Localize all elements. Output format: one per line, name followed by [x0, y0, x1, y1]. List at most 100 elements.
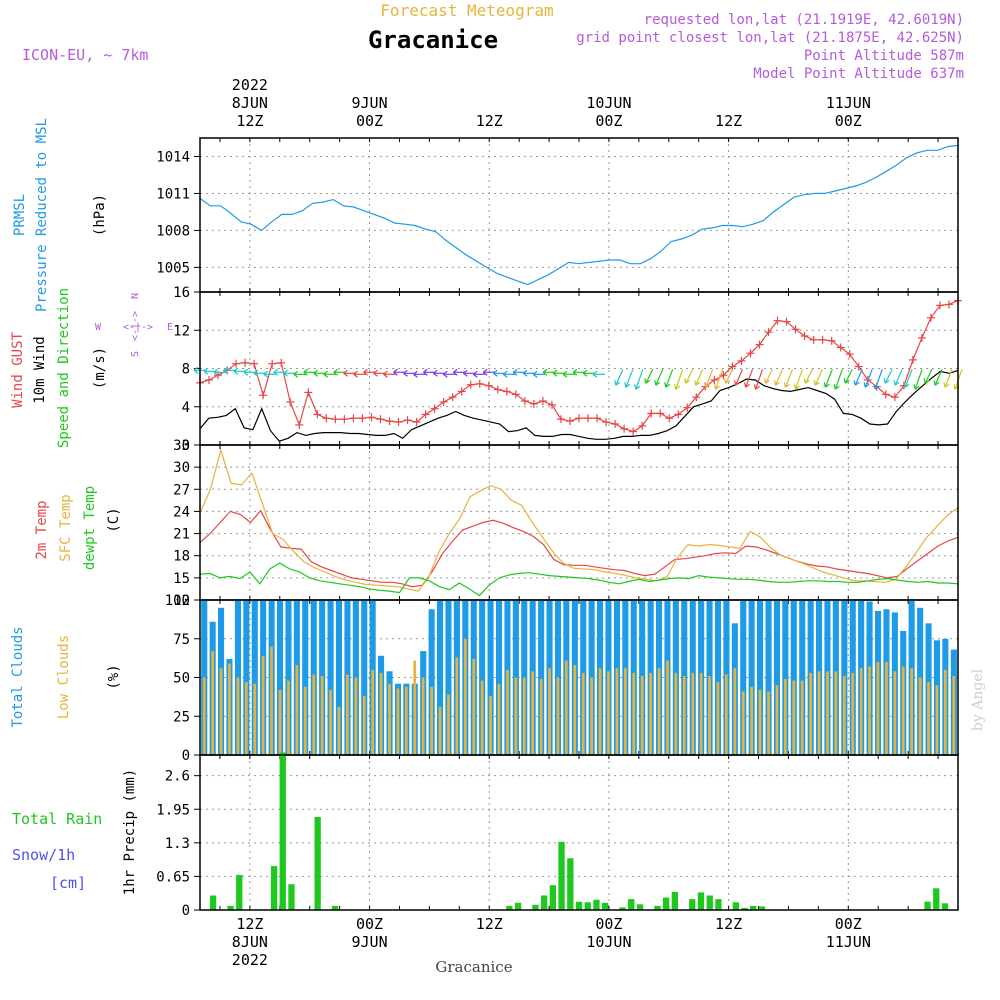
- bar-secondary: [236, 677, 240, 755]
- temp-2m-label: 2m Temp: [34, 500, 50, 559]
- bar-secondary: [859, 668, 863, 755]
- bar-primary: [619, 907, 626, 910]
- requested-coords: requested lon,lat (21.1919E, 42.6019N): [644, 12, 964, 28]
- wind-arrow-head: [193, 366, 199, 374]
- y-tick-label: 12: [173, 593, 190, 609]
- wind-arrow-head: [674, 384, 681, 390]
- wind-arrow: [615, 369, 624, 386]
- bar-secondary: [624, 668, 627, 755]
- wind-arrow-head: [903, 382, 910, 388]
- wind-arrow: [854, 369, 863, 386]
- wind-arrow-head: [213, 368, 219, 376]
- wind-arrow-head: [624, 382, 631, 388]
- bar-primary: [602, 902, 609, 910]
- y-tick-label: 33: [173, 438, 190, 454]
- top-time-label: 12Z: [476, 112, 503, 130]
- wind-arrow-head: [893, 380, 900, 386]
- bar-primary: [636, 904, 644, 910]
- wind-arrow-head: [532, 370, 538, 378]
- bar-primary: [567, 858, 574, 910]
- bar-secondary: [278, 689, 282, 755]
- page-title: Gracanice: [368, 26, 498, 54]
- y-tick-label: 1011: [156, 186, 190, 202]
- bar-primary: [933, 888, 940, 910]
- bar-primary: [663, 897, 670, 910]
- top-time-label: 8JUN: [232, 94, 268, 112]
- wind-arrow-head: [273, 368, 279, 376]
- bar-primary: [671, 891, 678, 910]
- wind-arrow-head: [863, 382, 870, 388]
- bar-secondary: [876, 662, 880, 755]
- bar-secondary: [691, 672, 695, 755]
- bar-secondary: [202, 677, 206, 755]
- wind-arrow: [814, 369, 823, 386]
- bar-secondary: [489, 696, 492, 755]
- total-rain-label: Total Rain: [12, 810, 102, 828]
- wind-speed-dir-label: Speed and Direction: [56, 288, 72, 448]
- bar-secondary: [228, 663, 231, 755]
- wind-arrow: [675, 369, 684, 390]
- snow-unit-label: [cm]: [50, 874, 86, 892]
- bar-secondary: [733, 668, 737, 755]
- compass-w: W: [95, 322, 102, 333]
- wind-arrow-head: [943, 382, 950, 388]
- wind-arrow: [804, 369, 813, 384]
- wind-arrow-head: [283, 369, 289, 377]
- bar-secondary: [320, 676, 324, 755]
- wind-arrow-head: [634, 384, 641, 390]
- bar-secondary: [868, 666, 871, 755]
- compass-ew-arrow: <-|->: [123, 322, 153, 333]
- bar-primary: [741, 907, 748, 910]
- wind-arrow: [874, 369, 883, 390]
- bottom-time-label: 10JUN: [586, 933, 631, 951]
- wind-arrow: [794, 369, 803, 390]
- bar-secondary: [581, 672, 585, 755]
- wind-arrow-head: [293, 370, 299, 378]
- bar-primary: [496, 600, 503, 755]
- bar-primary: [428, 609, 435, 755]
- bar-secondary: [809, 672, 812, 755]
- wind-arrow-head: [413, 370, 418, 378]
- bottom-time-label: 12Z: [476, 915, 503, 933]
- wind-arrow-head: [502, 370, 508, 378]
- bar-secondary: [379, 672, 383, 755]
- bar-primary: [506, 905, 513, 910]
- bar-secondary: [337, 707, 341, 755]
- bar-primary: [758, 906, 766, 910]
- bar-secondary: [767, 691, 770, 755]
- panel-5: 0 0.65 1.3 1.95 2.6: [156, 752, 959, 919]
- wind-arrow: [944, 369, 953, 388]
- bar-primary: [532, 904, 539, 910]
- panel-frame: [199, 137, 959, 293]
- wind-arrow-head: [253, 369, 259, 377]
- bar-secondary: [792, 680, 796, 755]
- watermark: by Angel: [970, 668, 986, 731]
- bar-primary: [628, 899, 635, 910]
- bar-secondary: [405, 686, 408, 755]
- bar-secondary: [607, 671, 610, 755]
- bar-secondary: [565, 660, 568, 755]
- bar-primary: [288, 884, 295, 910]
- bar-secondary: [522, 677, 526, 755]
- top-time-label: 2022: [232, 76, 268, 94]
- bar-secondary: [918, 677, 922, 755]
- wind-10m-label: 10m Wind: [32, 336, 48, 403]
- wind-arrow: [665, 369, 674, 388]
- y-tick-label: 75: [173, 632, 190, 648]
- y-tick-label: 18: [173, 549, 190, 565]
- wind-arrow-head: [423, 368, 428, 376]
- bar-secondary: [539, 679, 543, 755]
- bar-secondary: [430, 686, 433, 755]
- wind-arrow-head: [933, 380, 940, 386]
- total-clouds-label: Total Clouds: [10, 626, 26, 727]
- wind-arrow: [744, 369, 754, 388]
- wind-arrow: [655, 369, 664, 386]
- y-tick-label: 1.95: [156, 802, 190, 818]
- prmsl-subtitle: Pressure Reduced to MSL: [34, 118, 50, 312]
- bar-secondary: [506, 669, 509, 756]
- bar-secondary: [388, 683, 391, 755]
- y-tick-label: 27: [173, 482, 190, 498]
- bar-secondary: [514, 677, 518, 755]
- bar-secondary: [682, 676, 686, 755]
